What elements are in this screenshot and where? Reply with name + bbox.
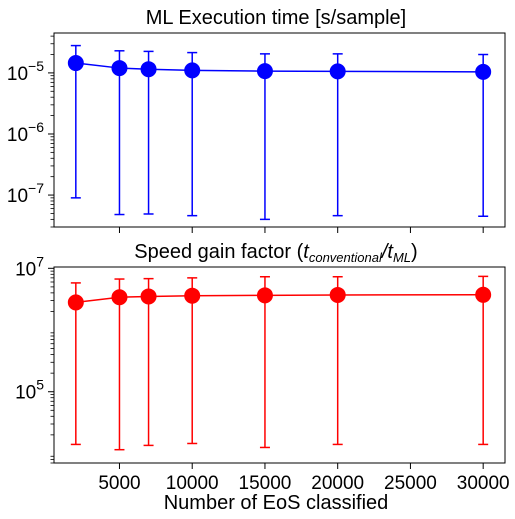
speed-gain-plot: 105 107 5000 10000 15000 20000 25000 30000 [15, 253, 510, 494]
x-tick-label: 25000 [384, 473, 437, 494]
y-tick-label: 10−6 [7, 119, 44, 146]
x-tick-label: 30000 [457, 473, 510, 494]
data-point [184, 287, 201, 304]
speed-gain-title-slash: / [380, 241, 390, 263]
series-line [75, 62, 484, 73]
speed-gain-panel: Speed gain factor (tconventional/tML) 10… [15, 241, 510, 514]
data-point [329, 286, 346, 303]
y-tick-label: 107 [15, 253, 44, 280]
data-point [256, 63, 273, 80]
execution-time-panel: ML Execution time [s/sample] 10−710−610−… [7, 7, 506, 233]
speed-gain-title-sub1: conventional [309, 250, 383, 265]
speed-gain-axes-frame [53, 266, 506, 464]
data-point [475, 63, 492, 80]
speed-gain-title-close: ) [411, 241, 418, 263]
data-point [67, 55, 84, 72]
data-point [140, 61, 157, 78]
data-point [329, 63, 346, 80]
x-tick-label: 15000 [239, 473, 292, 494]
y-tick-label: 10−7 [7, 180, 44, 207]
speed-gain-title-sub2: ML [393, 250, 411, 265]
execution-time-plot: 10−7 10−6 10−5 [7, 35, 492, 233]
data-point [140, 288, 157, 305]
x-tick-label: 5000 [98, 473, 140, 494]
data-point [475, 286, 492, 303]
x-tick-label: 10000 [166, 473, 219, 494]
x-axis-label: Number of EoS classified [164, 492, 389, 514]
speed-gain-title-t2: t [387, 241, 394, 263]
data-point [184, 62, 201, 79]
y-tick-label: 105 [15, 377, 44, 404]
data-point [67, 294, 84, 311]
speed-gain-title-t1: t [303, 241, 310, 263]
series-line [75, 294, 484, 304]
data-point [111, 60, 128, 77]
data-point [256, 287, 273, 304]
execution-time-title: ML Execution time [s/sample] [146, 7, 406, 29]
data-point [111, 289, 128, 306]
y-tick-label: 10−5 [7, 58, 44, 85]
speed-gain-title-main: Speed gain factor ( [134, 241, 303, 263]
speed-gain-title: Speed gain factor (tconventional/tML) [134, 241, 417, 265]
x-tick-label: 20000 [311, 473, 364, 494]
execution-time-axes-frame [53, 32, 506, 228]
